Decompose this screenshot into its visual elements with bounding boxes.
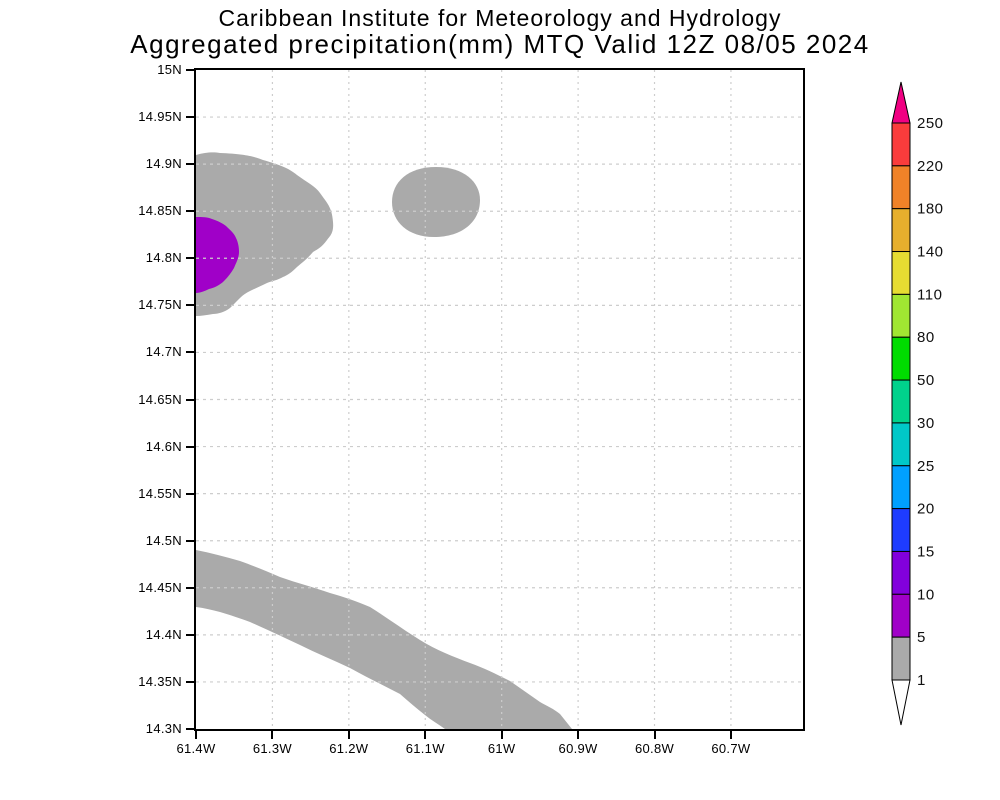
y-tick (186, 492, 194, 495)
x-tick-label: 61.3W (252, 741, 292, 756)
y-tick-label: 14.55N (138, 485, 182, 501)
y-tick (186, 163, 194, 166)
x-tick (424, 731, 427, 739)
colorbar-label: 140 (917, 244, 944, 261)
colorbar-segment (891, 379, 911, 424)
colorbar-segment (891, 422, 911, 467)
colorbar-label: 25 (917, 458, 935, 475)
x-tick (653, 731, 656, 739)
y-tick (186, 116, 194, 119)
colorbar-segment (891, 251, 911, 295)
x-tick-label: 61.2W (329, 741, 369, 756)
colorbar-segment (891, 165, 911, 210)
y-tick (186, 633, 194, 636)
y-tick-label: 14.7N (145, 344, 182, 360)
plot-area (194, 68, 805, 731)
y-tick-label: 14.75N (138, 297, 182, 313)
region-southern-band (196, 550, 572, 729)
x-tick-label: 61.1W (405, 741, 445, 756)
y-tick-label: 14.6N (145, 438, 182, 454)
x-tick (195, 731, 197, 739)
y-tick (186, 539, 194, 542)
colorbar-segment (891, 465, 911, 510)
x-tick-label: 60.7W (711, 741, 751, 756)
y-tick (186, 586, 194, 589)
colorbar-label: 220 (917, 158, 944, 175)
y-tick-label: 14.95N (138, 109, 182, 125)
y-tick-label: 14.3N (145, 721, 182, 736)
y-tick-label: 14.45N (138, 579, 182, 595)
colorbar-segment (891, 336, 911, 381)
y-tick (186, 351, 194, 354)
colorbar-label: 5 (917, 629, 926, 646)
colorbar-label: 1 (917, 672, 926, 689)
colorbar-label: 20 (917, 501, 935, 518)
y-tick-label: 14.5N (145, 532, 182, 548)
colorbar-segment (891, 208, 911, 253)
colorbar-segment (891, 550, 911, 595)
y-tick-label: 14.85N (138, 203, 182, 219)
colorbar-segment (891, 122, 911, 167)
colorbar-segment (891, 593, 911, 638)
x-tick-label: 60.8W (634, 741, 675, 756)
colorbar-over-arrow (891, 81, 911, 124)
y-tick (186, 680, 194, 683)
y-tick-label: 14.65N (138, 391, 182, 407)
colorbar-label: 30 (917, 415, 935, 432)
y-tick-label: 14.8N (145, 250, 182, 266)
y-tick (186, 257, 194, 260)
y-tick (186, 445, 194, 448)
x-tick (500, 731, 503, 739)
colorbar-label: 80 (917, 329, 935, 346)
y-tick (186, 304, 194, 307)
x-tick-label: 61.4W (176, 741, 216, 756)
x-tick-label: 61W (487, 741, 516, 756)
y-tick-label: 14.4N (145, 626, 182, 642)
colorbar-segment (891, 636, 911, 681)
colorbar-legend: 250 220 180 140 110 80 50 30 25 20 15 10 5 1 (891, 81, 944, 726)
colorbar-label: 50 (917, 372, 935, 389)
y-tick (186, 210, 194, 213)
y-tick (186, 69, 194, 71)
x-tick (271, 731, 274, 739)
y-tick (186, 398, 194, 401)
colorbar-label: 15 (917, 543, 935, 560)
region-northwest-core (196, 217, 239, 293)
colorbar-segment (891, 508, 911, 552)
y-tick-label: 15N (157, 62, 182, 77)
x-tick (347, 731, 350, 739)
y-tick-label: 14.9N (145, 156, 182, 172)
x-tick-label: 60.9W (558, 741, 598, 756)
y-tick-label: 14.35N (138, 673, 182, 689)
colorbar-label: 110 (917, 286, 942, 303)
region-northwest-area (196, 152, 334, 316)
colorbar-label: 180 (917, 201, 944, 218)
plot-svg (196, 70, 803, 729)
title-line-1: Caribbean Institute for Meteorology and … (218, 5, 782, 31)
colorbar-label: 250 (917, 115, 944, 132)
colorbar-segment (891, 293, 911, 338)
colorbar-under-arrow (891, 679, 911, 726)
title-line-2: Aggregated precipitation(mm) MTQ Valid 1… (130, 29, 870, 59)
y-tick (186, 728, 194, 730)
x-tick (729, 731, 732, 739)
x-tick (577, 731, 580, 739)
region-small-oval (392, 167, 480, 237)
colorbar-label: 10 (917, 586, 935, 603)
